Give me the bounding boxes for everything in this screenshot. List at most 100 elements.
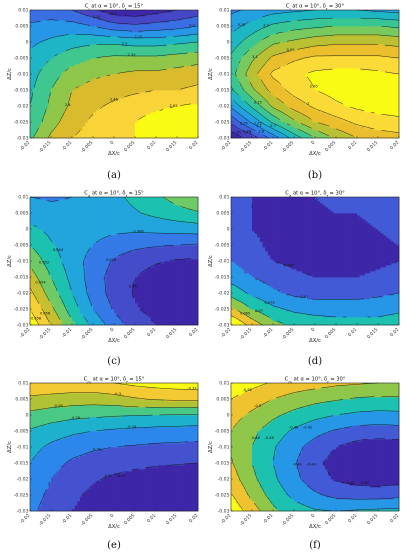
contour-cell xyxy=(106,68,109,70)
contour-cell xyxy=(151,20,154,22)
contour-cell xyxy=(77,90,80,92)
contour-cell xyxy=(159,96,162,98)
contour-cell xyxy=(117,132,120,134)
contour-cell xyxy=(132,98,135,100)
contour-cell xyxy=(43,36,46,38)
contour-cell xyxy=(33,118,36,120)
contour-cell xyxy=(148,76,151,78)
contour-cell xyxy=(190,124,193,126)
contour-cell xyxy=(143,26,146,28)
contour-cell xyxy=(111,62,114,64)
contour-cell xyxy=(146,66,149,68)
contour-cell xyxy=(117,20,120,22)
contour-cell xyxy=(96,28,99,30)
contour-cell xyxy=(148,18,151,20)
contour-cell xyxy=(135,84,138,86)
contour-cell xyxy=(64,124,67,126)
contour-cell xyxy=(30,84,33,86)
contour-cell xyxy=(119,108,122,110)
contour-cell xyxy=(132,62,135,64)
contour-cell xyxy=(101,130,104,132)
contour-cell xyxy=(148,128,151,130)
contour-cell xyxy=(161,72,164,74)
contour-cell xyxy=(101,36,104,38)
contour-cell xyxy=(138,20,141,22)
contour-cell xyxy=(93,100,96,102)
contour-cell xyxy=(117,120,120,122)
contour-cell xyxy=(164,126,167,128)
contour-cell xyxy=(125,46,128,48)
contour-cell xyxy=(77,94,80,96)
contour-cell xyxy=(182,60,185,62)
contour-cell xyxy=(180,96,183,98)
contour-cell xyxy=(88,38,91,40)
contour-cell xyxy=(167,114,170,116)
contour-cell xyxy=(177,90,180,92)
contour-cell xyxy=(354,130,357,132)
contour-cell xyxy=(43,106,46,108)
contour-cell xyxy=(132,126,135,128)
contour-cell xyxy=(291,130,294,132)
contour-cell xyxy=(193,56,196,58)
contour-cell xyxy=(156,64,159,66)
contour-cell xyxy=(106,112,109,114)
contour-cell xyxy=(93,124,96,126)
contour-cell xyxy=(104,132,107,134)
contour-cell xyxy=(93,86,96,88)
contour-cell xyxy=(177,130,180,132)
contour-cell xyxy=(132,118,135,120)
contour-cell xyxy=(43,86,46,88)
contour-cell xyxy=(98,62,101,64)
contour-cell xyxy=(188,32,191,34)
contour-cell xyxy=(336,130,339,132)
contour-cell xyxy=(72,14,75,16)
contour-cell xyxy=(174,12,177,14)
contour-cell xyxy=(153,28,156,30)
contour-cell xyxy=(132,26,135,28)
contour-cell xyxy=(101,92,104,94)
contour-cell xyxy=(140,114,143,116)
contour-cell xyxy=(64,82,67,84)
contour-label: 2.25 xyxy=(134,35,142,39)
contour-cell xyxy=(143,88,146,90)
contour-cell xyxy=(104,60,107,62)
contour-cell xyxy=(174,110,177,112)
contour-cell xyxy=(263,116,266,118)
contour-cell xyxy=(75,66,78,68)
panel-label: (a) xyxy=(107,170,121,181)
contour-cell xyxy=(64,16,67,18)
contour-cell xyxy=(159,40,162,42)
contour-cell xyxy=(231,112,234,114)
contour-cell xyxy=(75,108,78,110)
contour-cell xyxy=(43,42,46,44)
contour-cell xyxy=(286,120,289,122)
contour-cell xyxy=(383,134,386,136)
contour-cell xyxy=(101,30,104,32)
contour-cell xyxy=(135,70,138,72)
contour-cell xyxy=(111,24,114,26)
contour-cell xyxy=(88,74,91,76)
contour-cell xyxy=(188,56,191,58)
contour-cell xyxy=(375,130,378,132)
contour-cell xyxy=(46,96,49,98)
contour-cell xyxy=(174,116,177,118)
contour-cell xyxy=(80,30,83,32)
contour-cell xyxy=(30,10,33,12)
contour-cell xyxy=(386,126,389,128)
contour-cell xyxy=(90,36,93,38)
contour-cell xyxy=(119,92,122,94)
contour-cell xyxy=(90,46,93,48)
contour-cell xyxy=(30,86,33,88)
contour-cell xyxy=(368,114,371,116)
contour-cell xyxy=(59,30,62,32)
contour-cell xyxy=(182,76,185,78)
contour-cell xyxy=(111,56,114,58)
contour-cell xyxy=(114,42,117,44)
contour-cell xyxy=(148,68,151,70)
contour-cell xyxy=(75,14,78,16)
contour-cell xyxy=(101,66,104,68)
contour-cell xyxy=(48,130,51,132)
contour-cell xyxy=(54,26,57,28)
contour-cell xyxy=(85,90,88,92)
contour-cell xyxy=(172,32,175,34)
